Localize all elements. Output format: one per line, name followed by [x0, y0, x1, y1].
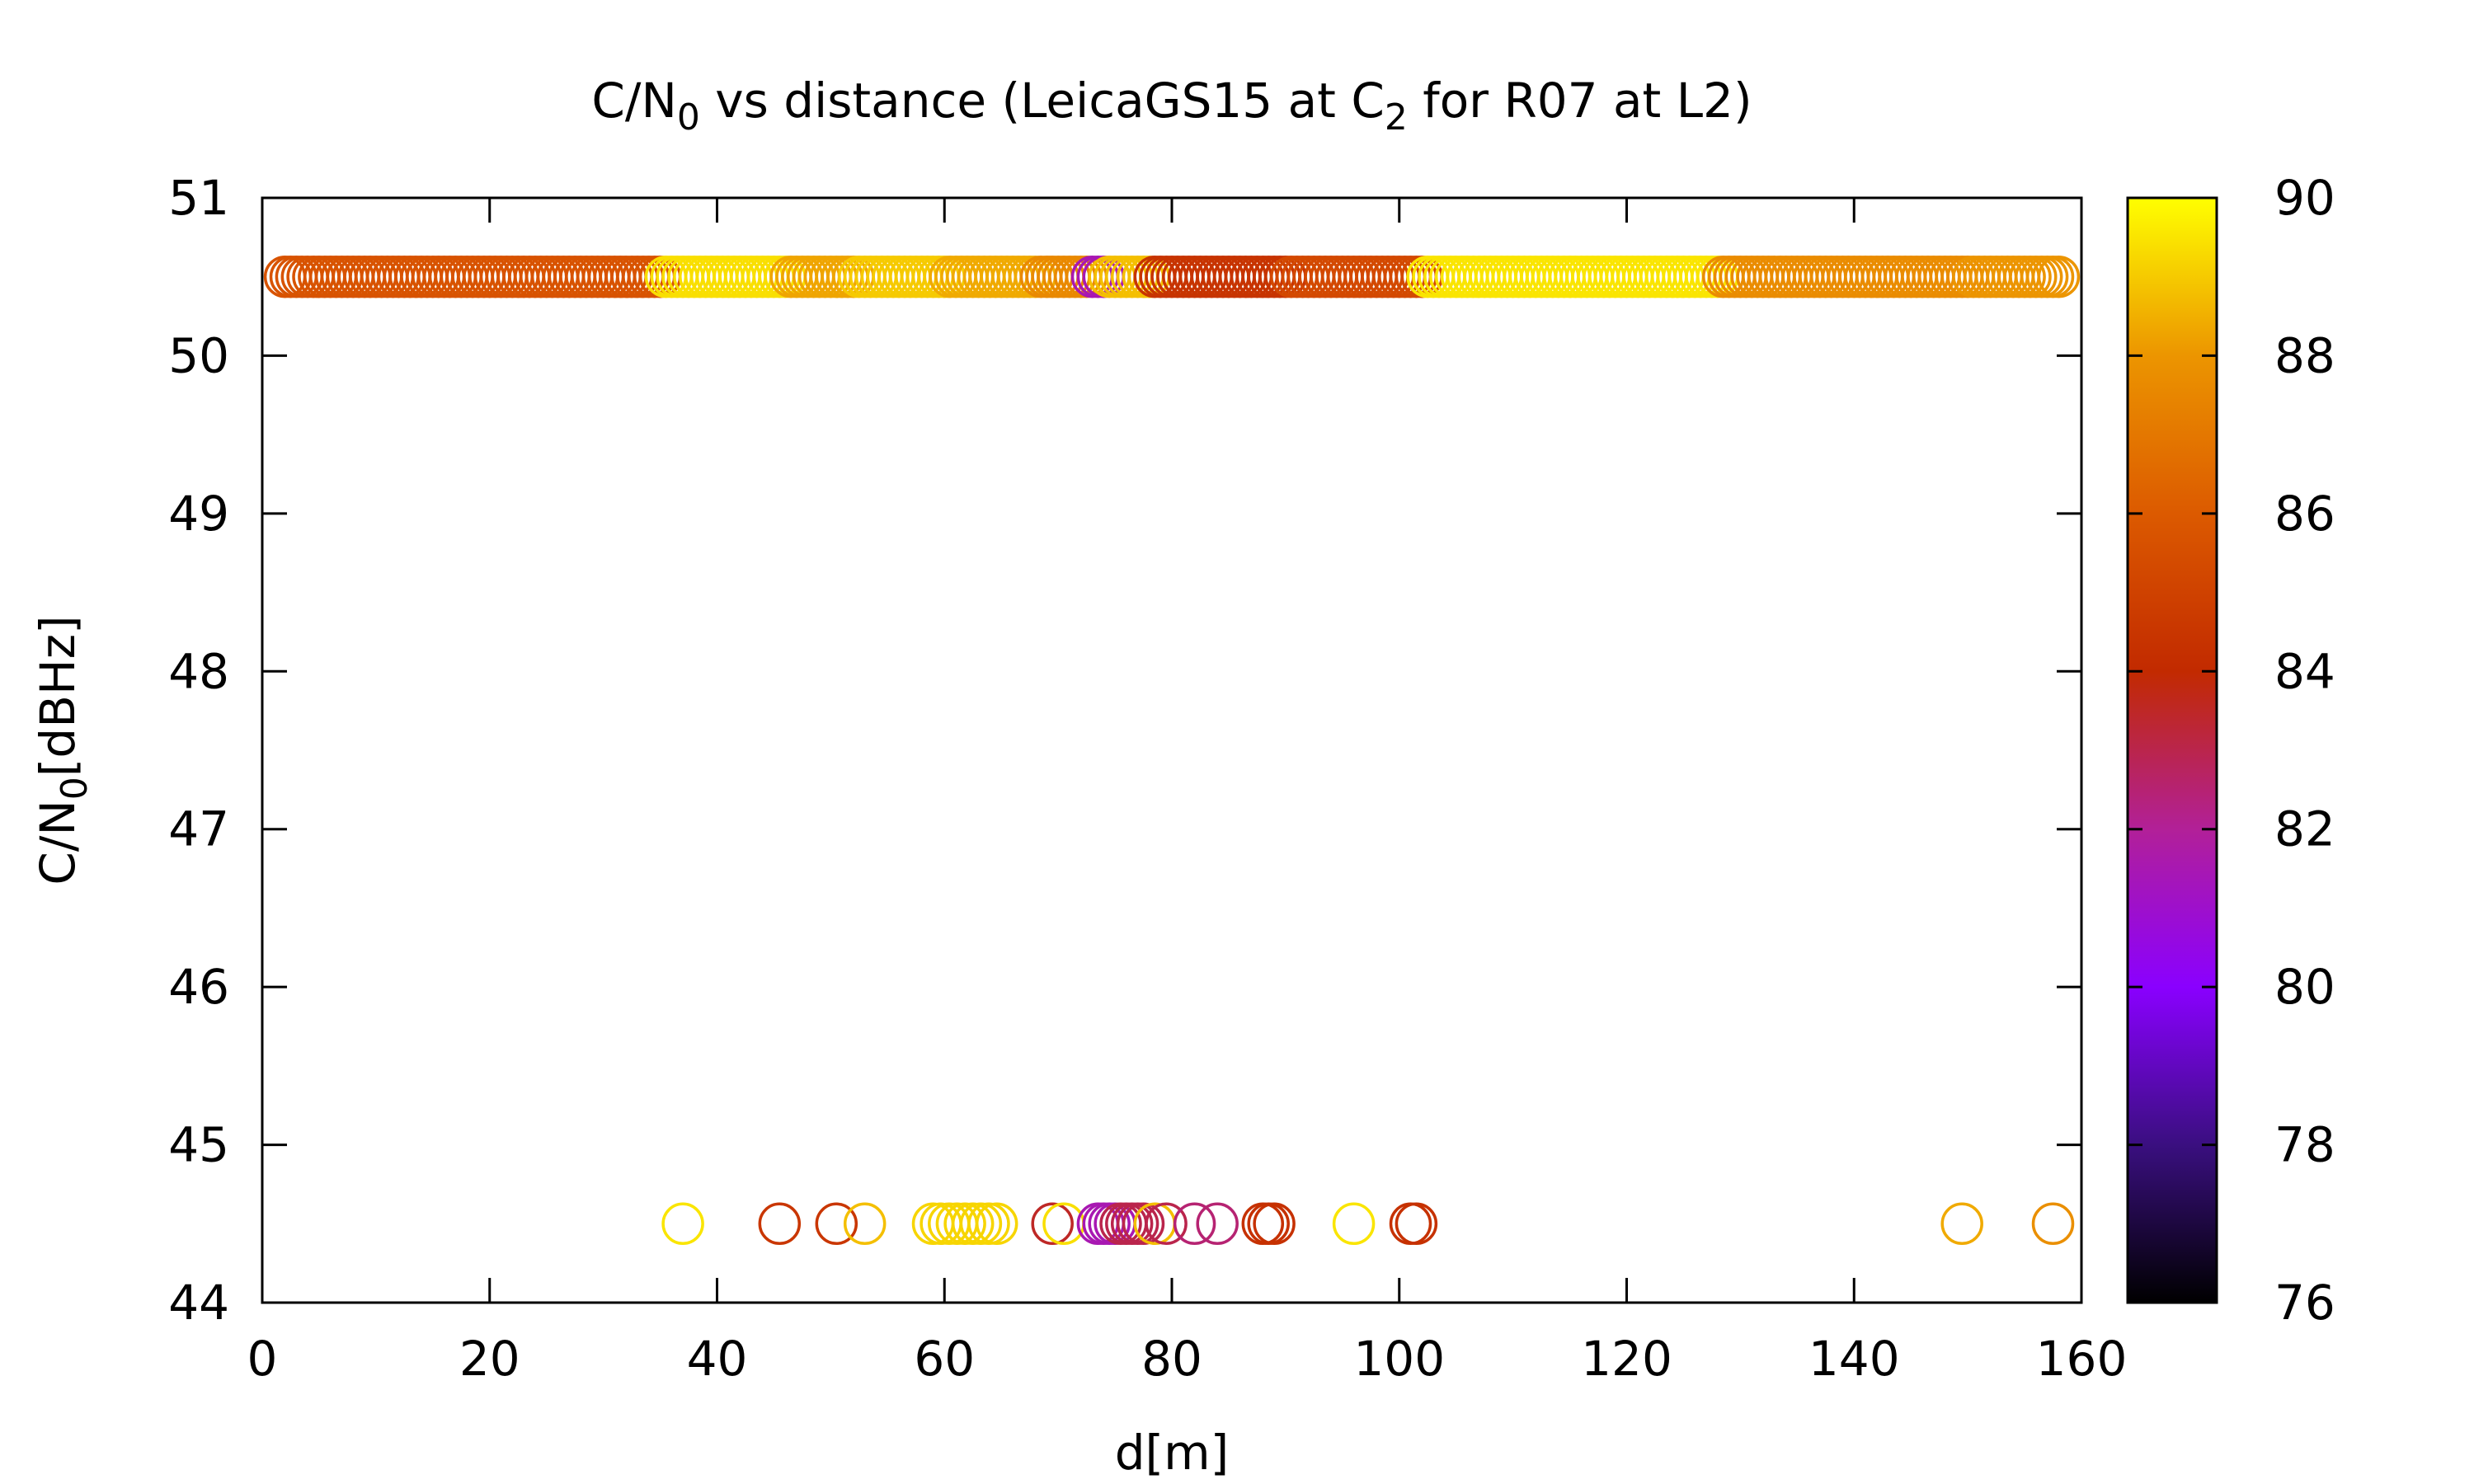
data-point	[661, 1202, 704, 1246]
y-tick-label: 47	[168, 801, 229, 857]
colorbar-tick-label: 86	[2274, 486, 2335, 542]
chart-title: C/N0 vs distance (LeicaGS15 at C2 for R0…	[591, 73, 1752, 139]
text-part: for R07 at L2)	[1408, 73, 1752, 129]
data-point	[1122, 1202, 1165, 1246]
y-tick-label: 48	[168, 643, 229, 699]
colorbar-tick-label: 80	[2274, 959, 2335, 1015]
text-part: 0	[54, 777, 96, 800]
data-point	[959, 1202, 1003, 1246]
text-part: 2	[1385, 96, 1408, 139]
x-axis-label: d[m]	[1115, 1425, 1230, 1481]
y-tick-label: 44	[168, 1275, 229, 1331]
x-tick-label: 160	[2036, 1331, 2128, 1387]
x-tick-label: 60	[914, 1331, 975, 1387]
y-tick-label: 50	[168, 327, 229, 383]
data-point	[1395, 1202, 1438, 1246]
colorbar-ticks: 76 78 80 82 84 86 88 90	[2128, 170, 2335, 1331]
x-tick-label: 120	[1581, 1331, 1672, 1387]
colorbar-tick-label: 84	[2274, 643, 2335, 699]
plot-frame	[261, 196, 2083, 1304]
x-tick-label: 140	[1808, 1331, 1900, 1387]
y-tick-label: 46	[168, 959, 229, 1015]
y-tick-label: 51	[168, 170, 229, 226]
data-point	[1173, 1202, 1216, 1246]
colorbar-tick-label: 88	[2274, 327, 2335, 383]
x-tick-label: 80	[1141, 1331, 1202, 1387]
data-point	[843, 1202, 887, 1246]
y-tick-label: 45	[168, 1117, 229, 1173]
colorbar-tick-label: 90	[2274, 170, 2335, 226]
x-tick-label: 100	[1353, 1331, 1445, 1387]
data-point	[943, 1202, 986, 1246]
data-point	[1253, 1202, 1296, 1246]
data-point	[1196, 1202, 1239, 1246]
data-point	[758, 1202, 802, 1246]
data-point	[2031, 1202, 2075, 1246]
x-tick-label: 20	[459, 1331, 520, 1387]
y-tick-label: 49	[168, 486, 229, 542]
data-point	[2037, 255, 2081, 298]
y-axis-label: C/N0[dBHz]	[30, 615, 96, 885]
data-point	[1332, 1202, 1376, 1246]
data-point	[951, 1202, 995, 1246]
text-part: C/N	[30, 800, 86, 885]
x-tick-label: 0	[247, 1331, 278, 1387]
text-part: vs distance (LeicaGS15 at C	[700, 73, 1385, 129]
data-point	[967, 1202, 1010, 1246]
data-point	[1940, 1202, 1983, 1246]
x-axis-ticks: 0 20 40 60 80 100 120 140 160	[247, 198, 2128, 1387]
data-points	[263, 255, 2081, 1246]
text-part: [dBHz]	[30, 615, 86, 777]
data-point	[1145, 1202, 1188, 1246]
data-point	[815, 1202, 858, 1246]
y-axis-ticks: 44 45 46 47 48 49 50 51	[168, 170, 2081, 1331]
text-part: 0	[677, 96, 700, 139]
colorbar-tick-label: 78	[2274, 1117, 2335, 1173]
x-tick-label: 40	[687, 1331, 748, 1387]
colorbar-tick-label: 82	[2274, 801, 2335, 857]
colorbar-tick-label: 76	[2274, 1275, 2335, 1331]
colorbar	[2126, 196, 2218, 1304]
data-point	[1031, 1202, 1074, 1246]
data-point	[975, 1202, 1018, 1246]
text-part: C/N	[591, 73, 676, 129]
